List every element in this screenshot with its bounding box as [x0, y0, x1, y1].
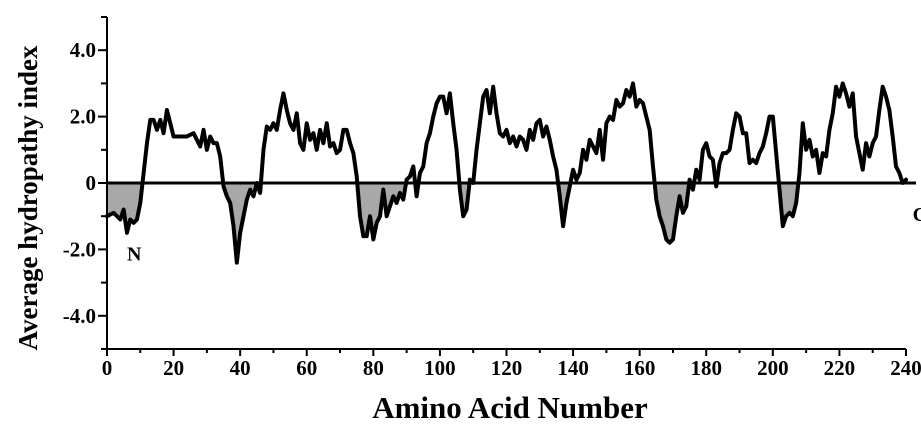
x-tick-label: 0 — [102, 356, 113, 380]
x-tick-label: 60 — [296, 356, 317, 380]
y-tick-label: 0 — [86, 171, 97, 195]
terminus-label: N — [127, 244, 142, 266]
x-tick-label: 40 — [230, 356, 251, 380]
y-tick-label: -2.0 — [63, 237, 96, 261]
x-tick-label: 80 — [363, 356, 384, 380]
x-tick-label: 160 — [624, 356, 656, 380]
x-tick-label: 180 — [691, 356, 723, 380]
terminus-label: C — [913, 204, 921, 226]
x-tick-label: 20 — [163, 356, 184, 380]
x-tick-label: 200 — [757, 356, 789, 380]
y-tick-label: 4.0 — [70, 38, 96, 62]
y-axis-label: Average hydropathy index — [13, 45, 43, 351]
x-tick-label: 140 — [557, 356, 589, 380]
x-tick-label: 100 — [424, 356, 456, 380]
x-tick-label: 120 — [491, 356, 523, 380]
hydropathy-series-line — [105, 81, 908, 265]
y-tick-label: -4.0 — [63, 304, 96, 328]
terminal-annotations: NC — [127, 204, 921, 266]
y-axis-ticks: -4.0 -2.0 0 2.0 4.0 — [63, 16, 107, 350]
x-tick-label: 240 — [890, 356, 921, 380]
y-tick-label: 2.0 — [70, 105, 96, 129]
x-tick-label: 220 — [824, 356, 856, 380]
x-axis-label: Amino Acid Number — [372, 390, 648, 425]
x-axis-ticks: 0 20 40 60 80 100 120 140 160 180 200 220 240 — [102, 349, 921, 380]
